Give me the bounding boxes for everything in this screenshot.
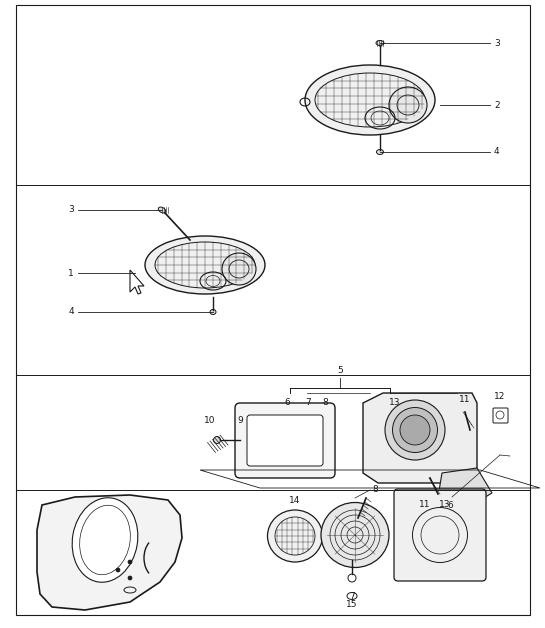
Ellipse shape	[145, 236, 265, 294]
Ellipse shape	[128, 560, 132, 564]
FancyBboxPatch shape	[247, 415, 323, 466]
Text: 5: 5	[337, 366, 343, 375]
Text: 7: 7	[349, 592, 355, 601]
Ellipse shape	[377, 149, 384, 154]
Text: 8: 8	[322, 398, 328, 407]
Ellipse shape	[268, 510, 323, 562]
Text: 9: 9	[237, 416, 243, 425]
Ellipse shape	[385, 400, 445, 460]
Text: 11: 11	[419, 500, 431, 509]
Text: 14: 14	[289, 496, 301, 505]
Ellipse shape	[376, 40, 384, 45]
Ellipse shape	[222, 253, 256, 285]
Ellipse shape	[116, 568, 120, 572]
Text: 4: 4	[494, 148, 500, 156]
FancyBboxPatch shape	[235, 403, 335, 478]
Polygon shape	[363, 393, 477, 483]
Text: 3: 3	[494, 38, 500, 48]
Text: 11: 11	[459, 395, 471, 404]
Text: 8: 8	[372, 485, 378, 494]
Text: 4: 4	[68, 308, 74, 317]
Text: 13: 13	[439, 500, 451, 509]
Text: 12: 12	[494, 392, 506, 401]
Ellipse shape	[210, 310, 216, 315]
Text: 10: 10	[204, 416, 216, 425]
Ellipse shape	[389, 87, 427, 123]
Ellipse shape	[158, 207, 166, 213]
Text: 13: 13	[389, 398, 401, 407]
FancyBboxPatch shape	[394, 489, 486, 581]
Ellipse shape	[72, 498, 138, 582]
Ellipse shape	[400, 415, 430, 445]
Ellipse shape	[392, 408, 438, 453]
Ellipse shape	[305, 65, 435, 135]
Ellipse shape	[321, 502, 389, 568]
Text: 2: 2	[494, 100, 500, 109]
Text: 3: 3	[68, 205, 74, 215]
Ellipse shape	[128, 576, 132, 580]
Ellipse shape	[214, 436, 221, 443]
Text: 1: 1	[68, 269, 74, 278]
Text: 6: 6	[447, 501, 453, 510]
Polygon shape	[437, 468, 492, 508]
Polygon shape	[37, 495, 182, 610]
Polygon shape	[130, 270, 144, 294]
Text: 7: 7	[305, 398, 311, 407]
Text: 6: 6	[284, 398, 290, 407]
Text: 15: 15	[346, 600, 358, 609]
